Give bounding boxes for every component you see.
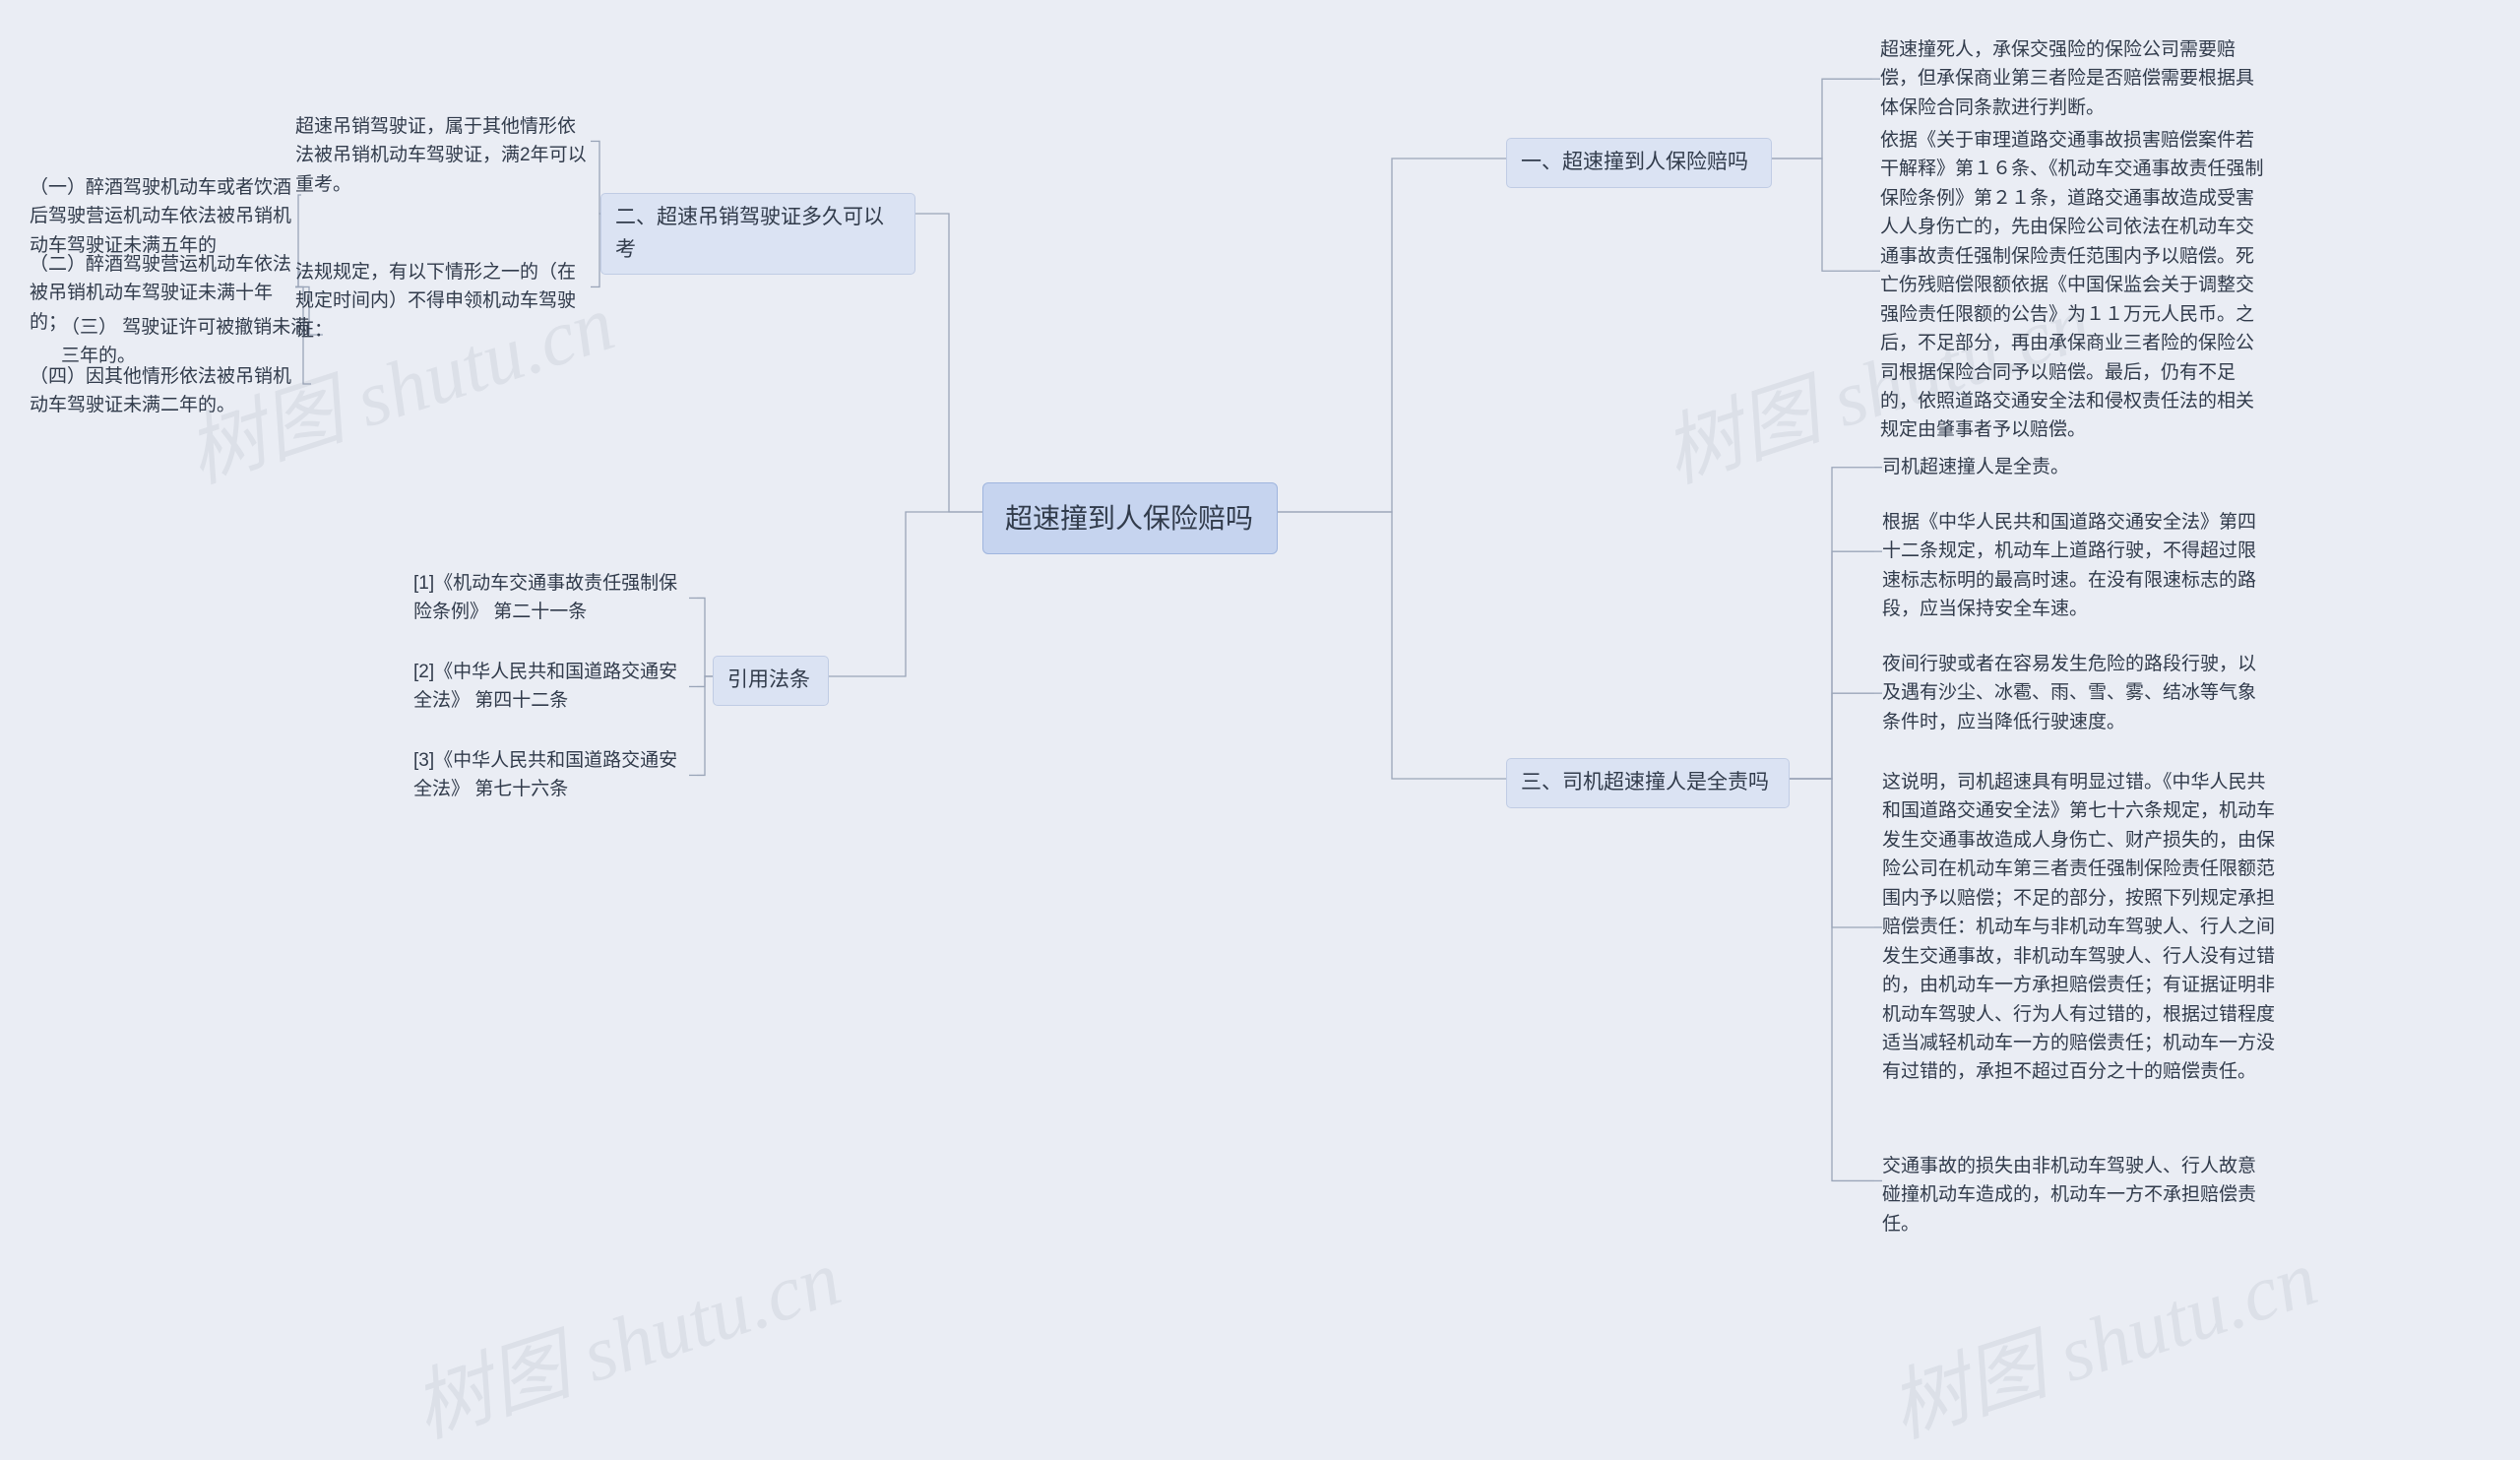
mindmap-branch: 引用法条 <box>713 656 829 706</box>
leaf-text: 根据《中华人民共和国道路交通安全法》第四十二条规定，机动车上道路行驶，不得超过限… <box>1882 512 2256 619</box>
mindmap-root: 超速撞到人保险赔吗 <box>982 482 1278 554</box>
watermark: 树图 shutu.cn <box>1873 1214 2329 1459</box>
mindmap-branch: 二、超速吊销驾驶证多久可以考 <box>600 193 915 275</box>
mindmap-leaf: 这说明，司机超速具有明显过错。《中华人民共和国道路交通安全法》第七十六条规定，机… <box>1882 768 2276 1087</box>
mindmap-branch: 一、超速撞到人保险赔吗 <box>1506 138 1772 188</box>
leaf-text: [3]《中华人民共和国道路交通安全法》 第七十六条 <box>413 750 677 799</box>
branch-label: 二、超速吊销驾驶证多久可以考 <box>615 206 884 261</box>
branch-label: 一、超速撞到人保险赔吗 <box>1521 151 1748 173</box>
leaf-text: 交通事故的损失由非机动车驾驶人、行人故意碰撞机动车造成的，机动车一方不承担赔偿责… <box>1882 1156 2256 1235</box>
branch-label: 引用法条 <box>727 668 810 691</box>
mindmap-leaf: [3]《中华人民共和国道路交通安全法》 第七十六条 <box>413 746 689 804</box>
watermark: 树图 shutu.cn <box>397 1214 852 1459</box>
leaf-text: [2]《中华人民共和国道路交通安全法》 第四十二条 <box>413 662 677 711</box>
mindmap-leaf: 司机超速撞人是全责。 <box>1882 453 2256 481</box>
mindmap-leaf: 交通事故的损失由非机动车驾驶人、行人故意碰撞机动车造成的，机动车一方不承担赔偿责… <box>1882 1152 2266 1238</box>
leaf-text: 超速撞死人，承保交强险的保险公司需要赔偿，但承保商业第三者险是否赔偿需要根据具体… <box>1880 39 2254 118</box>
leaf-text: [1]《机动车交通事故责任强制保险条例》 第二十一条 <box>413 573 677 622</box>
leaf-text: 法规规定，有以下情形之一的（在规定时间内）不得申领机动车驾驶证： <box>295 262 576 341</box>
mindmap-branch: 三、司机超速撞人是全责吗 <box>1506 758 1790 808</box>
leaf-text: （四）因其他情形依法被吊销机动车驾驶证未满二年的。 <box>30 366 291 415</box>
leaf-text: （一）醉酒驾驶机动车或者饮酒后驾驶营运机动车依法被吊销机动车驾驶证未满五年的 <box>30 177 291 256</box>
mindmap-leaf: （四）因其他情形依法被吊销机动车驾驶证未满二年的。 <box>30 362 305 420</box>
mindmap-leaf: 超速撞死人，承保交强险的保险公司需要赔偿，但承保商业第三者险是否赔偿需要根据具体… <box>1880 35 2254 122</box>
leaf-text: 这说明，司机超速具有明显过错。《中华人民共和国道路交通安全法》第七十六条规定，机… <box>1882 772 2275 1082</box>
leaf-text: 超速吊销驾驶证，属于其他情形依法被吊销机动车驾驶证，满2年可以重考。 <box>295 116 587 195</box>
mindmap-leaf: 根据《中华人民共和国道路交通安全法》第四十二条规定，机动车上道路行驶，不得超过限… <box>1882 508 2266 624</box>
root-label: 超速撞到人保险赔吗 <box>1005 503 1253 534</box>
leaf-text: 司机超速撞人是全责。 <box>1882 457 2069 477</box>
mindmap-leaf: [2]《中华人民共和国道路交通安全法》 第四十二条 <box>413 658 689 716</box>
mindmap-leaf: 法规规定，有以下情形之一的（在规定时间内）不得申领机动车驾驶证： <box>295 258 591 345</box>
leaf-text: （三） 驾驶证许可被撤销未满三年的。 <box>61 317 309 366</box>
leaf-text: 夜间行驶或者在容易发生危险的路段行驶，以及遇有沙尘、冰雹、雨、雪、雾、结冰等气象… <box>1882 654 2256 732</box>
branch-label: 三、司机超速撞人是全责吗 <box>1521 771 1769 793</box>
mindmap-leaf: 超速吊销驾驶证，属于其他情形依法被吊销机动车驾驶证，满2年可以重考。 <box>295 112 591 199</box>
mindmap-leaf: （一）醉酒驾驶机动车或者饮酒后驾驶营运机动车依法被吊销机动车驾驶证未满五年的 <box>30 173 295 260</box>
mindmap-leaf: 依据《关于审理道路交通事故损害赔偿案件若干解释》第１６条、《机动车交通事故责任强… <box>1880 126 2264 445</box>
mindmap-leaf: [1]《机动车交通事故责任强制保险条例》 第二十一条 <box>413 569 689 627</box>
mindmap-leaf: 夜间行驶或者在容易发生危险的路段行驶，以及遇有沙尘、冰雹、雨、雪、雾、结冰等气象… <box>1882 650 2266 736</box>
leaf-text: 依据《关于审理道路交通事故损害赔偿案件若干解释》第１６条、《机动车交通事故责任强… <box>1880 130 2264 440</box>
